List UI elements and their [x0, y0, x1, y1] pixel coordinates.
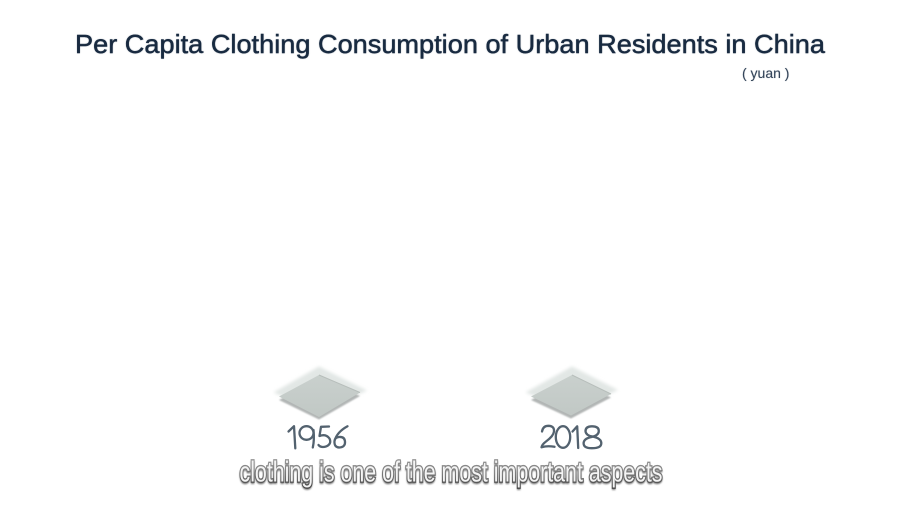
svg-text:clothing is one of the most im: clothing is one of the most important as… — [240, 457, 663, 489]
svg-text:clothing is one of the most im: clothing is one of the most important as… — [240, 458, 663, 490]
